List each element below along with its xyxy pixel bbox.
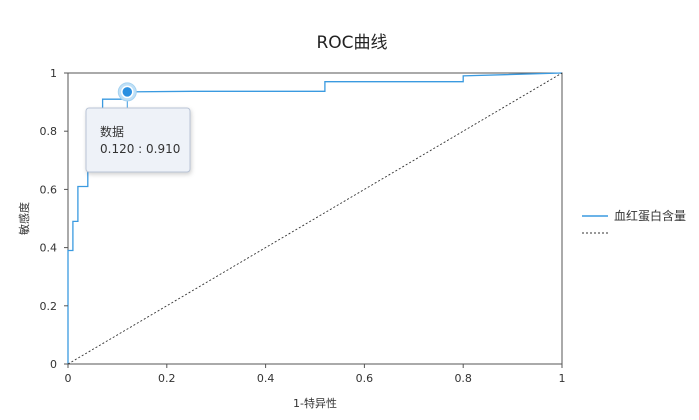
y-tick-label: 0.4	[40, 242, 58, 255]
x-axis-title: 1-特异性	[293, 396, 337, 410]
x-tick-label: 1	[559, 372, 566, 385]
tooltip: 数据 0.120 : 0.910	[85, 82, 191, 173]
legend-label-hemoglobin: 血红蛋白含量	[614, 208, 686, 223]
y-tick-label: 0.6	[40, 183, 58, 196]
y-tick-label: 1	[50, 67, 57, 80]
tooltip-value: 0.120 : 0.910	[100, 142, 180, 156]
y-tick-label: 0.2	[40, 300, 58, 313]
chart-title: ROC曲线	[316, 33, 387, 53]
tooltip-point[interactable]	[121, 85, 134, 99]
x-tick-label: 0.2	[158, 372, 176, 385]
x-tick-label: 0.6	[356, 372, 374, 385]
y-tick-label: 0	[50, 358, 57, 371]
x-tick-label: 0	[65, 372, 72, 385]
plot-area-frame	[67, 72, 563, 365]
x-tick-label: 0.8	[454, 372, 472, 385]
tooltip-box	[85, 107, 191, 173]
y-axis-title: 敏感度	[17, 202, 31, 235]
tooltip-title: 数据	[100, 124, 124, 139]
y-tick-label: 0.8	[40, 125, 58, 138]
series-line-reference	[67, 72, 563, 365]
x-tick-label: 0.4	[257, 372, 275, 385]
legend: 血红蛋白含量	[582, 208, 686, 234]
